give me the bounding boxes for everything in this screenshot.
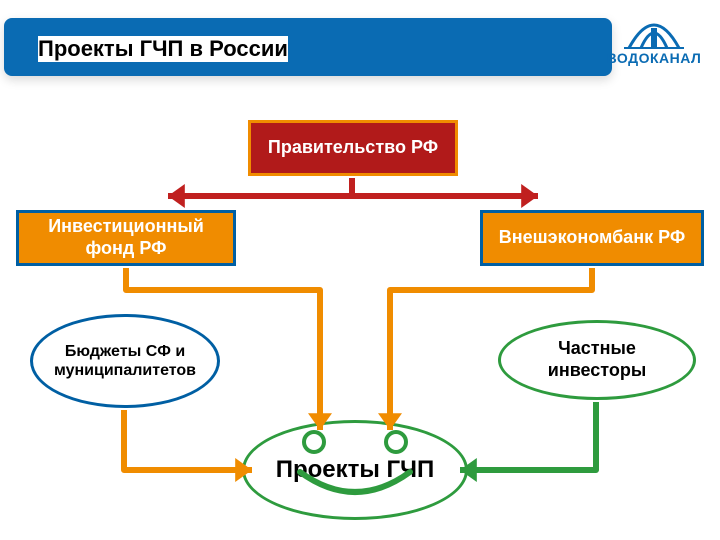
node-ppp-projects: Проекты ГЧП — [242, 420, 468, 520]
node-investment-fund: Инвестиционный фонд РФ — [16, 210, 236, 266]
node-government: Правительство РФ — [248, 120, 458, 176]
node-label: Внешэкономбанк РФ — [499, 227, 685, 249]
logo-text: ВОДОКАНАЛ — [607, 50, 702, 66]
logo: ВОДОКАНАЛ — [594, 2, 714, 66]
node-label: Бюджеты СФ и муниципалитетов — [39, 342, 211, 380]
node-label: Частные инвесторы — [507, 338, 687, 381]
node-label: Инвестиционный фонд РФ — [25, 216, 227, 259]
node-label: Правительство РФ — [268, 137, 438, 159]
node-private-investors: Частные инвесторы — [498, 320, 696, 400]
node-label: Проекты ГЧП — [276, 456, 435, 485]
node-budgets: Бюджеты СФ и муниципалитетов — [30, 314, 220, 408]
logo-icon — [619, 10, 689, 50]
page-title: Проекты ГЧП в России — [38, 36, 288, 62]
node-veb-bank: Внешэкономбанк РФ — [480, 210, 704, 266]
